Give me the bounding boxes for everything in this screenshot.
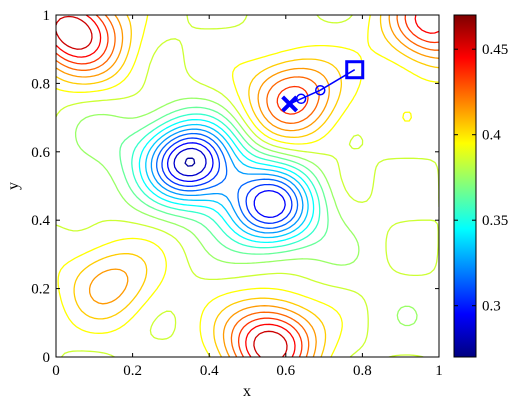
contour-level <box>56 15 439 357</box>
path-waypoint-marker <box>315 84 326 96</box>
contour-level <box>119 106 329 255</box>
descent-path <box>281 60 365 113</box>
contour-level <box>56 15 439 357</box>
y-tick-label: 1 <box>43 8 51 24</box>
y-tick-label: 0.4 <box>31 213 50 229</box>
contour-level <box>56 15 439 357</box>
path-end-marker <box>281 95 299 113</box>
x-tick-label: 0.8 <box>353 363 372 379</box>
path-line <box>289 69 356 105</box>
y-axis-label: y <box>5 182 22 190</box>
y-tick-label: 0.2 <box>31 282 50 298</box>
colorbar-tick-label: 0.3 <box>482 299 501 315</box>
plot-frame <box>55 14 440 358</box>
colorbar-tick-label: 0.4 <box>482 128 501 144</box>
x-tick-label: 1 <box>435 363 443 379</box>
contour-level <box>145 123 309 239</box>
x-tick-label: 0.6 <box>276 363 295 379</box>
contour-level <box>161 137 293 224</box>
contour-level <box>56 15 439 357</box>
x-axis: 0 0.2 0.4 0.6 0.8 1 <box>52 15 443 379</box>
contour-level <box>166 142 286 218</box>
contour-level <box>56 15 439 357</box>
y-tick-label: 0.6 <box>31 145 50 161</box>
colorbar-axis: 0.3 0.35 0.4 0.45 <box>454 42 508 315</box>
contour-level <box>173 147 207 177</box>
x-tick-label: 0 <box>52 363 60 379</box>
contour-level <box>56 15 288 357</box>
colorbar-tick-label: 0.45 <box>482 42 508 58</box>
path-start-marker <box>345 60 365 80</box>
contour-level <box>138 118 315 244</box>
contour-level <box>56 15 439 357</box>
y-tick-label: 0.8 <box>31 76 50 92</box>
y-axis: 0 0.2 0.4 0.6 0.8 1 <box>31 8 439 366</box>
colorbar <box>453 14 477 358</box>
contour-level <box>74 97 418 327</box>
contour-level <box>156 132 299 229</box>
contour-lines <box>56 15 439 357</box>
x-tick-label: 0.2 <box>123 363 142 379</box>
x-tick-label: 0.4 <box>200 363 219 379</box>
y-tick-label: 0 <box>43 350 51 366</box>
colorbar-tick-label: 0.35 <box>482 213 508 229</box>
contour-level <box>56 15 439 357</box>
contour-level <box>150 128 304 234</box>
contour-level <box>184 157 196 167</box>
x-axis-label: x <box>243 383 251 400</box>
contour-level <box>131 113 321 249</box>
